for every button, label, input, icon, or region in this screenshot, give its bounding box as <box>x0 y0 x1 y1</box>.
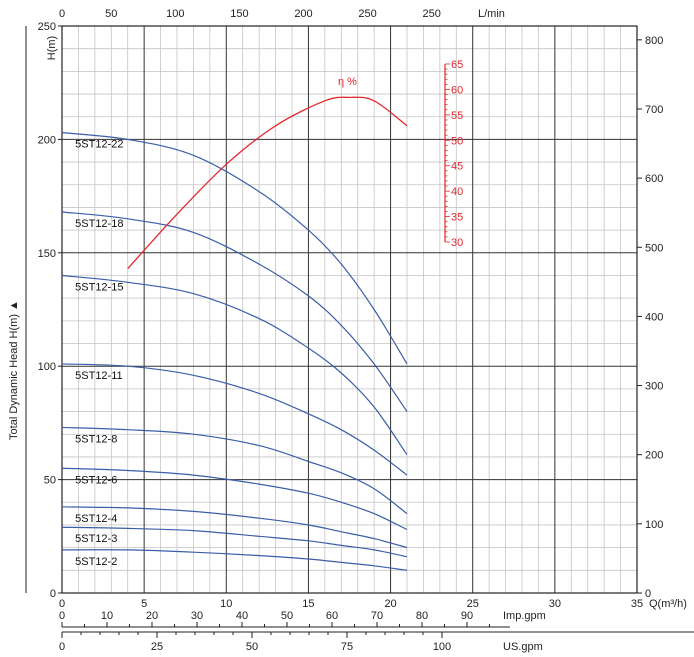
imp-tick-label: 0 <box>59 610 65 622</box>
curve-5st12-3 <box>61 526 408 558</box>
left-axis-unit: H(m) <box>46 36 58 60</box>
imp-tick-label: 70 <box>371 610 383 622</box>
right-tick-label: 700 <box>645 104 663 116</box>
efficiency-tick-label: 35 <box>451 212 463 224</box>
imp-tick-label: 90 <box>461 610 473 622</box>
curve-5st12-2 <box>61 549 408 571</box>
minor-grid <box>62 26 637 593</box>
curve-5st12-6 <box>61 467 408 531</box>
left-tick-label: 150 <box>38 248 56 260</box>
efficiency-label: η % <box>338 76 357 88</box>
imp-tick-label: 40 <box>236 610 248 622</box>
curve-5st12-18 <box>61 211 408 412</box>
left-tick-label: 100 <box>38 361 56 373</box>
bottom-axis-unit: Q(m³/h) <box>649 598 687 610</box>
imp-tick-label: 60 <box>326 610 338 622</box>
bottom-tick-label: 35 <box>631 598 643 610</box>
curve-label: 5ST12-15 <box>75 281 123 293</box>
bottom-tick-label: 0 <box>59 598 65 610</box>
efficiency-tick-label: 60 <box>451 84 463 96</box>
efficiency-tick-label: 30 <box>451 237 463 249</box>
top-tick-label: 150 <box>230 8 248 20</box>
imp-tick-label: 30 <box>191 610 203 622</box>
curve-5st12-15 <box>61 274 408 456</box>
top-axis-unit: L/min <box>478 8 505 20</box>
us-axis-unit: US.gpm <box>503 641 543 653</box>
top-tick-label: 50 <box>105 8 117 20</box>
bottom-tick-label: 25 <box>467 598 479 610</box>
top-tick-label: 0 <box>59 8 65 20</box>
efficiency-tick-label: 65 <box>451 59 463 71</box>
top-tick-label: 200 <box>294 8 312 20</box>
bottom-tick-label: 20 <box>384 598 396 610</box>
us-tick-label: 100 <box>433 641 451 653</box>
right-tick-label: 800 <box>645 35 663 47</box>
curve-label: 5ST12-8 <box>75 433 117 445</box>
bottom-tick-label: 30 <box>549 598 561 610</box>
top-tick-label: 250 <box>358 8 376 20</box>
efficiency-tick-label: 45 <box>451 161 463 173</box>
major-grid <box>62 26 637 593</box>
efficiency-curve <box>127 96 408 270</box>
bottom-tick-label: 10 <box>220 598 232 610</box>
curve-5st12-8 <box>61 426 408 515</box>
right-tick-label: 200 <box>645 450 663 462</box>
curve-label: 5ST12-2 <box>75 556 117 568</box>
curve-label: 5ST12-6 <box>75 474 117 486</box>
efficiency-tick-label: 50 <box>451 135 463 147</box>
right-tick-label: 600 <box>645 173 663 185</box>
extra-axes: 0 10 20 30 40 50 60 70 80 90 Imp.gpm 0 25 50 75 100 US.g… <box>59 610 694 653</box>
efficiency-tick-label: 55 <box>451 110 463 122</box>
curve-label: 5ST12-11 <box>75 370 123 382</box>
left-tick-label: 250 <box>38 21 56 33</box>
right-tick-label: 0 <box>645 588 651 600</box>
right-tick-label: 100 <box>645 519 663 531</box>
imp-axis-unit: Imp.gpm <box>503 610 546 622</box>
imp-tick-label: 20 <box>146 610 158 622</box>
bottom-tick-label: 5 <box>141 598 147 610</box>
top-tick-label: 100 <box>166 8 184 20</box>
top-tick-label: 250 <box>422 8 440 20</box>
us-tick-label: 75 <box>341 641 353 653</box>
right-tick-label: 500 <box>645 242 663 254</box>
imp-tick-label: 50 <box>281 610 293 622</box>
efficiency-tick-label: 40 <box>451 186 463 198</box>
curve-5st12-11 <box>61 363 408 476</box>
imp-tick-label: 80 <box>416 610 428 622</box>
right-tick-label: 400 <box>645 311 663 323</box>
plot-border <box>61 25 638 594</box>
bottom-tick-label: 15 <box>302 598 314 610</box>
efficiency-group: η % 30 35 40 45 50 55 60 65 <box>127 59 463 270</box>
left-tick-label: 50 <box>44 475 56 487</box>
right-tick-label: 300 <box>645 381 663 393</box>
us-tick-label: 25 <box>151 641 163 653</box>
left-tick-label: 0 <box>50 588 56 600</box>
us-tick-label: 50 <box>246 641 258 653</box>
left-axis-title: Total Dynamic Head H(m) ▲ <box>8 300 20 440</box>
curve-label: 5ST12-3 <box>75 533 117 545</box>
left-tick-label: 200 <box>38 134 56 146</box>
curve-label: 5ST12-22 <box>75 139 123 151</box>
curve-5st12-22 <box>61 131 408 365</box>
curve-label: 5ST12-4 <box>75 513 117 525</box>
us-tick-label: 0 <box>59 641 65 653</box>
curve-label: 5ST12-18 <box>75 218 123 230</box>
curve-5st12-4 <box>61 506 408 549</box>
head-curves: 5ST12-22 5ST12-18 5ST12-15 5ST12-11 5ST12-8 5… <box>61 131 408 571</box>
imp-tick-label: 10 <box>101 610 113 622</box>
plot-frame <box>25 25 638 594</box>
axes-text: 0501001502002500100200300400500600700800… <box>38 8 687 610</box>
